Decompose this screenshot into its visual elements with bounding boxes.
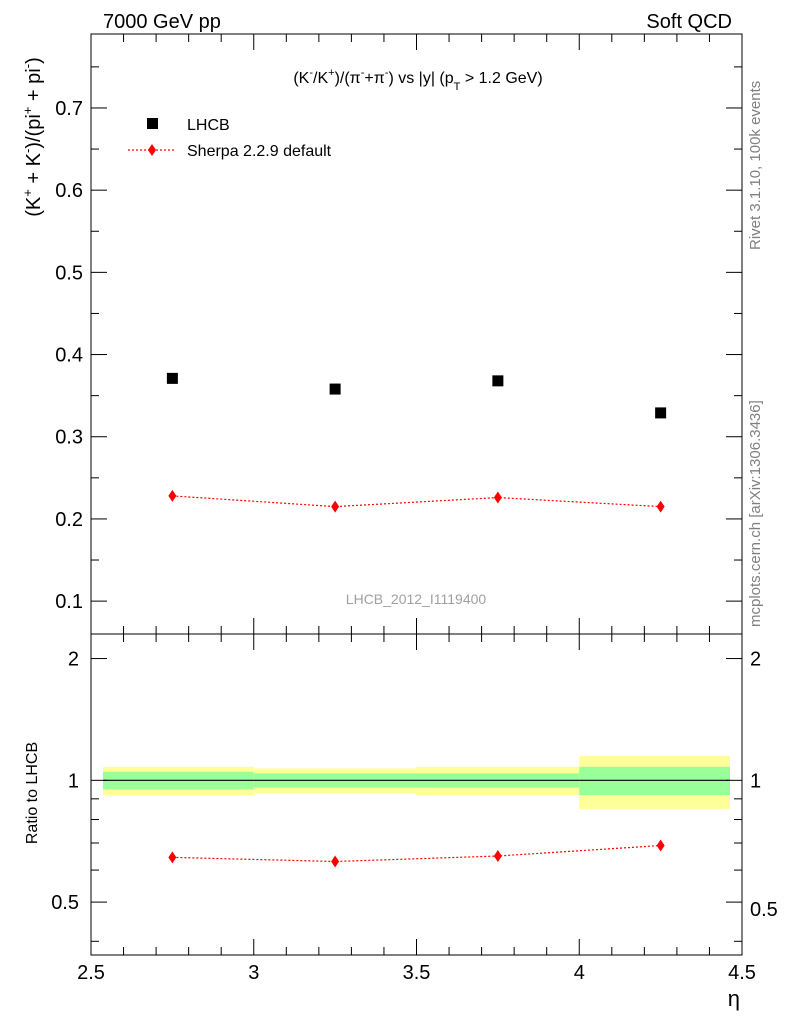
legend-marker-sherpa [148, 144, 156, 156]
sherpa-data-point [168, 489, 177, 502]
ratio-sherpa-point [656, 839, 665, 852]
main-y-tick-label: 0.4 [55, 345, 83, 367]
lhcb-data-point [329, 383, 341, 395]
main-y-tick-label: 0.5 [55, 262, 83, 284]
ratio-y-tick-label-right: 0.5 [750, 899, 778, 921]
lhcb-data-point [655, 407, 667, 419]
ratio-y-tick-label-right: 2 [750, 649, 761, 671]
rivet-info: Rivet 3.1.10, 100k events [747, 81, 764, 250]
main-y-tick-label: 0.3 [55, 427, 83, 449]
energy-label: 7000 GeV pp [103, 11, 221, 33]
sherpa-data-point [656, 500, 665, 513]
sherpa-data-point [331, 500, 340, 513]
sherpa-data-point [493, 491, 502, 504]
legend-label-sherpa: Sherpa 2.2.9 default [187, 143, 332, 160]
lhcb-data-point [492, 375, 504, 387]
ratio-sherpa-line [172, 844, 661, 863]
legend-marker-lhcb [147, 118, 158, 129]
legend-label-lhcb: LHCB [187, 117, 230, 134]
ratio-sherpa-point [331, 855, 340, 868]
process-label: Soft QCD [646, 11, 732, 33]
sherpa-line [172, 495, 661, 508]
reference-bands [103, 755, 730, 809]
x-tick-label: 4 [574, 962, 585, 984]
ratio-y-tick-label-left: 1 [68, 770, 79, 792]
ratio-y-tick-label-left: 2 [68, 649, 79, 671]
main-y-axis-label: (K+ + K-)/(pi+ + pi-) [20, 57, 45, 217]
ratio-y-axis-label: Ratio to LHCB [24, 742, 41, 844]
x-tick-label: 3 [248, 962, 259, 984]
mcplots-info: mcplots.cern.ch [arXiv:1306.3436] [747, 400, 764, 627]
x-tick-label: 3.5 [403, 962, 431, 984]
plot-content [166, 372, 667, 868]
x-tick-label: 2.5 [77, 962, 105, 984]
main-y-tick-label: 0.6 [55, 180, 83, 202]
plot-title: (K-/K+)/(π-+π-) vs |y| (pT > 1.2 GeV) [293, 67, 542, 93]
axis-ticks: 0.1 0.2 0.3 0.4 0.5 0.6 0.7 2.5 3 3.5 4 4.5 0.5 0.5 1 1… [51, 34, 778, 984]
main-y-tick-label: 0.1 [55, 591, 83, 613]
ratio-y-tick-label-right: 1 [750, 770, 761, 792]
analysis-id-watermark: LHCB_2012_I1119400 [346, 591, 487, 607]
lhcb-data-point [166, 372, 178, 384]
x-axis-label: η [728, 986, 740, 1011]
ratio-y-tick-label-left: 0.5 [51, 892, 79, 914]
ratio-sherpa-point [168, 851, 177, 864]
main-y-tick-label: 0.7 [55, 98, 83, 120]
main-y-tick-label: 0.2 [55, 509, 83, 531]
x-tick-label: 4.5 [728, 962, 756, 984]
ratio-sherpa-point [493, 850, 502, 863]
